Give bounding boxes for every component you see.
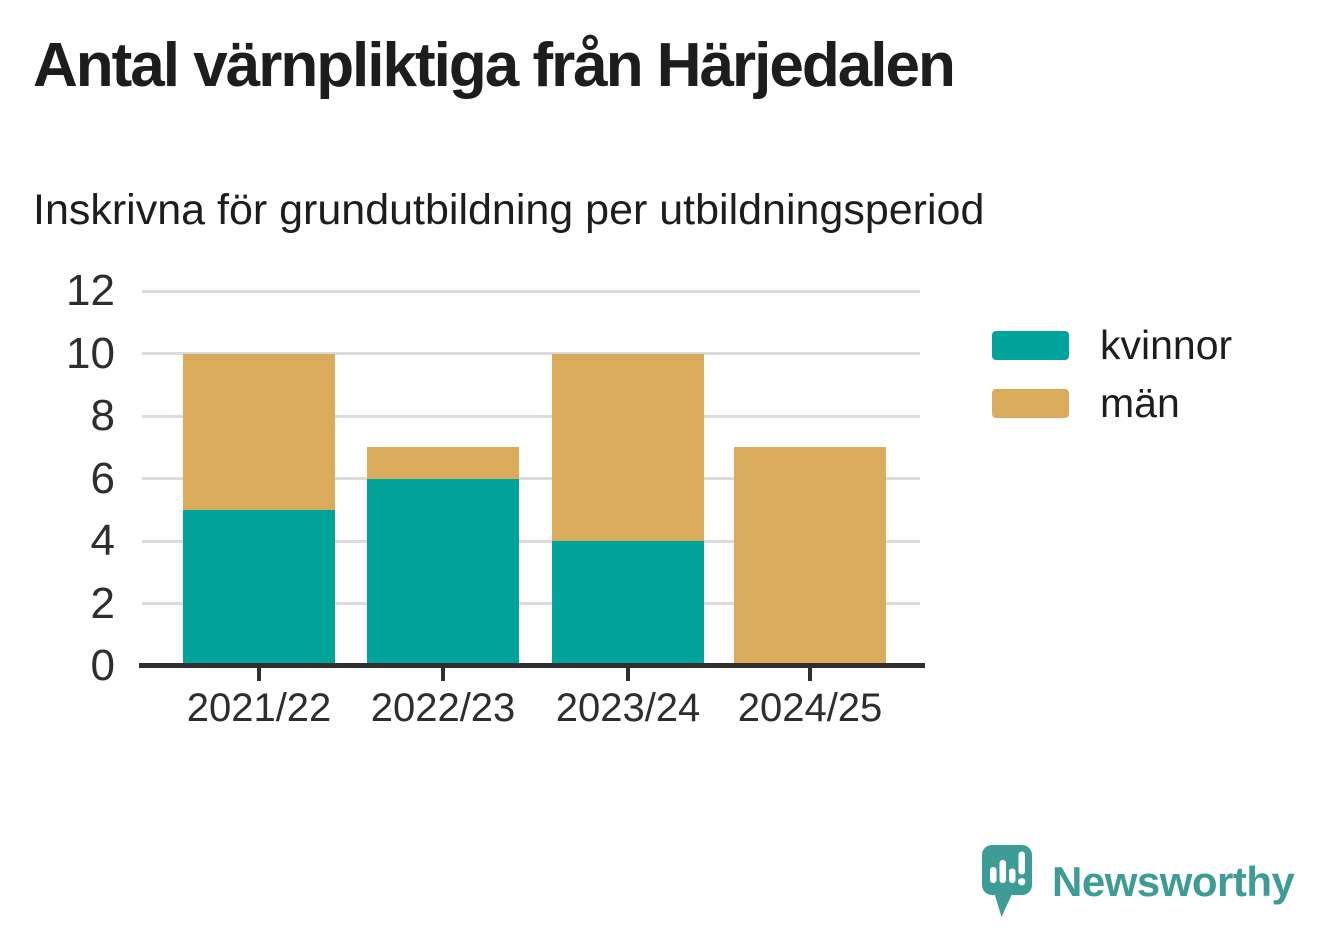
x-tick-2024/25 [808, 668, 812, 681]
x-tick-2022/23 [441, 668, 445, 681]
legend-label-män: män [1100, 380, 1180, 426]
bar-segment-män [183, 353, 335, 510]
chart-subtitle: Inskrivna för grundutbildning per utbild… [33, 186, 985, 234]
bar-segment-kvinnor [183, 509, 335, 666]
newsworthy-icon [982, 845, 1032, 917]
y-tick-label-2: 2 [90, 578, 115, 628]
gridline-6 [142, 477, 920, 480]
x-tick-label-2022/23: 2022/23 [370, 686, 516, 730]
bar-2022/23 [367, 291, 519, 666]
legend-item-kvinnor: kvinnor [992, 325, 1232, 366]
y-tick-label-12: 12 [66, 266, 115, 315]
x-tick-2023/24 [626, 668, 630, 681]
legend-item-män: män [992, 383, 1232, 424]
x-tick-label-2024/25: 2024/25 [737, 686, 883, 730]
brand-name: Newsworthy [1052, 858, 1295, 905]
y-tick-label-6: 6 [90, 453, 115, 503]
x-tick-2021/22 [257, 668, 261, 681]
gridline-2 [142, 602, 920, 605]
gridline-12 [142, 289, 920, 293]
legend: kvinnor män [992, 325, 1232, 447]
x-tick-label-2023/24: 2023/24 [555, 686, 701, 730]
x-tick-label-2021/22: 2021/22 [186, 686, 332, 730]
legend-swatch-män [992, 389, 1069, 418]
legend-swatch-kvinnor [992, 331, 1069, 360]
plot-area: 2021/22 2022/23 2023/24 2024/25 [139, 289, 925, 728]
bar-2024/25 [734, 291, 886, 666]
x-axis-line [139, 663, 925, 668]
y-tick-label-0: 0 [90, 641, 115, 690]
gridline-10 [142, 352, 920, 355]
bar-segment-män [552, 353, 704, 541]
bar-segment-kvinnor [367, 478, 519, 666]
y-tick-label-4: 4 [90, 516, 115, 565]
chart-title: Antal värnpliktiga från Härjedalen [33, 31, 956, 100]
bar-segment-kvinnor [552, 541, 704, 666]
bar-segment-män [734, 447, 886, 666]
y-axis-labels: 0 2 4 6 8 10 12 [0, 266, 115, 690]
gridline-4 [142, 539, 920, 543]
bar-segment-män [367, 447, 519, 479]
brand-logo: Newsworthy [982, 844, 1295, 920]
legend-label-kvinnor: kvinnor [1100, 322, 1233, 368]
bar-2023/24 [552, 291, 704, 666]
y-tick-label-10: 10 [66, 328, 115, 378]
bar-2021/22 [183, 291, 335, 666]
y-tick-label-8: 8 [90, 391, 115, 440]
gridline-8 [142, 414, 920, 418]
